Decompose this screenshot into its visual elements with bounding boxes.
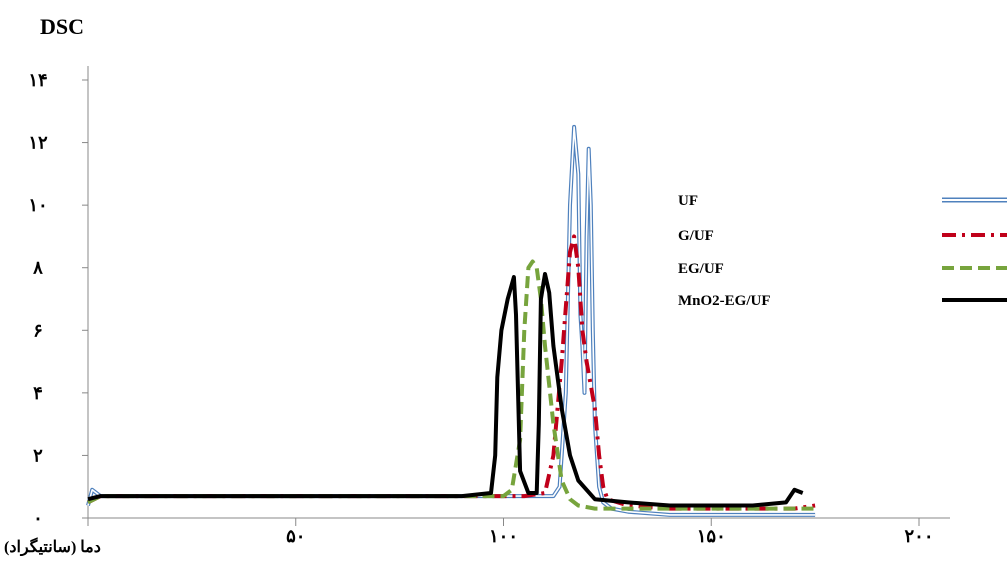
legend-label: EG/UF	[678, 261, 724, 277]
y-axis: ۰ ۲ ۴ ۶ ۸ ۱۰ ۱۲ ۱۴	[28, 66, 89, 528]
x-axis: ۵۰ ۱۰۰ ۱۵۰ ۲۰۰	[87, 517, 950, 546]
x-tick-label: ۵۰	[286, 526, 305, 546]
series-g-uf-line	[87, 234, 816, 511]
legend: UF G/UF EG/UF MnO2-EG/UF	[678, 193, 1007, 309]
y-tick-label: ۲	[33, 445, 43, 465]
series-uf-line-outer	[86, 124, 816, 517]
y-tick-label: ۸	[32, 258, 43, 278]
x-tick-label: ۲۰۰	[904, 526, 933, 546]
x-tick-label: ۱۰۰	[489, 526, 518, 546]
series-uf-line	[86, 124, 816, 517]
x-tick-label: ۱۵۰	[697, 526, 726, 546]
legend-label: UF	[678, 193, 698, 209]
x-axis-title: دما (سانتیگراد)	[4, 537, 101, 556]
series-layer	[86, 124, 816, 517]
legend-label: MnO2-EG/UF	[678, 293, 771, 309]
y-tick-label: ۱۲	[28, 133, 48, 153]
y-tick-label: ۴	[33, 383, 43, 403]
y-tick-label: ۶	[33, 320, 43, 340]
chart-title: DSC	[40, 14, 84, 39]
legend-label: G/UF	[678, 228, 714, 244]
y-tick-label: ۱۰	[28, 195, 47, 215]
y-tick-label: ۰	[33, 508, 43, 528]
series-mno2-eg-uf-line	[87, 272, 804, 508]
series-uf-line-inner	[87, 126, 816, 516]
y-tick-label: ۱۴	[28, 70, 47, 90]
